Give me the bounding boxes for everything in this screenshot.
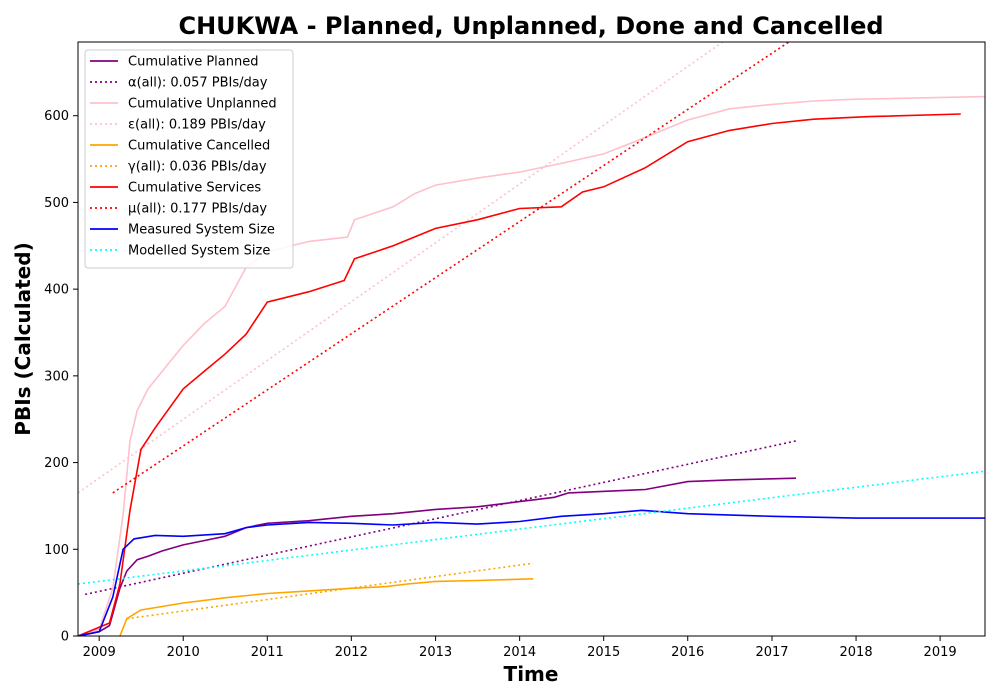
legend-label-all-0-189-pbis-day: ε(all): 0.189 PBIs/day bbox=[128, 118, 266, 133]
legend: Cumulative Planned α(all): 0.057 PBIs/day… bbox=[84, 49, 294, 269]
series-cumulative-planned bbox=[78, 477, 797, 636]
legend-box bbox=[84, 49, 294, 269]
legend-label-all-0-177-pbis-day: μ(all): 0.177 PBIs/day bbox=[128, 202, 267, 217]
y-tick-label-0: 0 bbox=[61, 630, 69, 645]
series-cumulative-unplanned bbox=[78, 95, 985, 636]
y-tick-label-200: 200 bbox=[44, 456, 69, 471]
plot-frame bbox=[77, 41, 986, 637]
chart-title: CHUKWA - Planned, Unplanned, Done and Ca… bbox=[178, 12, 883, 40]
x-tick-label-2011: 2011 bbox=[251, 645, 284, 660]
x-tick-label-2010: 2010 bbox=[167, 645, 200, 660]
legend-label-cumulative-cancelled: Cumulative Cancelled bbox=[128, 139, 270, 154]
y-axis: 0 100 200 300 400 500 600 bbox=[44, 109, 78, 645]
x-tick-label-2019: 2019 bbox=[924, 645, 957, 660]
y-tick-label-400: 400 bbox=[44, 283, 69, 298]
x-tick-label-2012: 2012 bbox=[335, 645, 368, 660]
series-all-0-189-pbis-day bbox=[78, 42, 724, 494]
legend-label-cumulative-services: Cumulative Services bbox=[128, 181, 261, 196]
legend-label-cumulative-planned: Cumulative Planned bbox=[128, 55, 258, 70]
legend-label-measured-system-size: Measured System Size bbox=[128, 223, 275, 238]
x-tick-label-2018: 2018 bbox=[840, 645, 873, 660]
x-axis-label: Time bbox=[504, 662, 559, 686]
legend-label-all-0-036-pbis-day: γ(all): 0.036 PBIs/day bbox=[128, 160, 267, 175]
y-tick-label-500: 500 bbox=[44, 196, 69, 211]
series-modelled-system-size bbox=[78, 470, 985, 585]
series-all-0-177-pbis-day bbox=[112, 42, 790, 494]
y-tick-label-600: 600 bbox=[44, 109, 69, 124]
series-measured-system-size bbox=[78, 509, 985, 636]
legend-label-all-0-057-pbis-day: α(all): 0.057 PBIs/day bbox=[128, 76, 268, 91]
x-tick-label-2009: 2009 bbox=[83, 645, 116, 660]
x-tick-label-2013: 2013 bbox=[419, 645, 452, 660]
series-cumulative-services bbox=[78, 113, 961, 636]
legend-label-modelled-system-size: Modelled System Size bbox=[128, 244, 270, 259]
x-tick-label-2017: 2017 bbox=[755, 645, 788, 660]
x-tick-label-2015: 2015 bbox=[587, 645, 620, 660]
legend-label-cumulative-unplanned: Cumulative Unplanned bbox=[128, 97, 277, 112]
y-tick-label-100: 100 bbox=[44, 543, 69, 558]
x-tick-label-2016: 2016 bbox=[671, 645, 704, 660]
x-tick-label-2014: 2014 bbox=[503, 645, 536, 660]
series-all-0-036-pbis-day bbox=[126, 562, 534, 620]
series-layer bbox=[78, 42, 985, 636]
y-axis-label: PBIs (Calculated) bbox=[11, 242, 35, 435]
series-cumulative-cancelled bbox=[119, 578, 534, 636]
x-axis: 2009 2010 2011 2012 2013 2014 2015 2016 2017 2018… bbox=[83, 636, 957, 660]
y-tick-label-300: 300 bbox=[44, 369, 69, 384]
